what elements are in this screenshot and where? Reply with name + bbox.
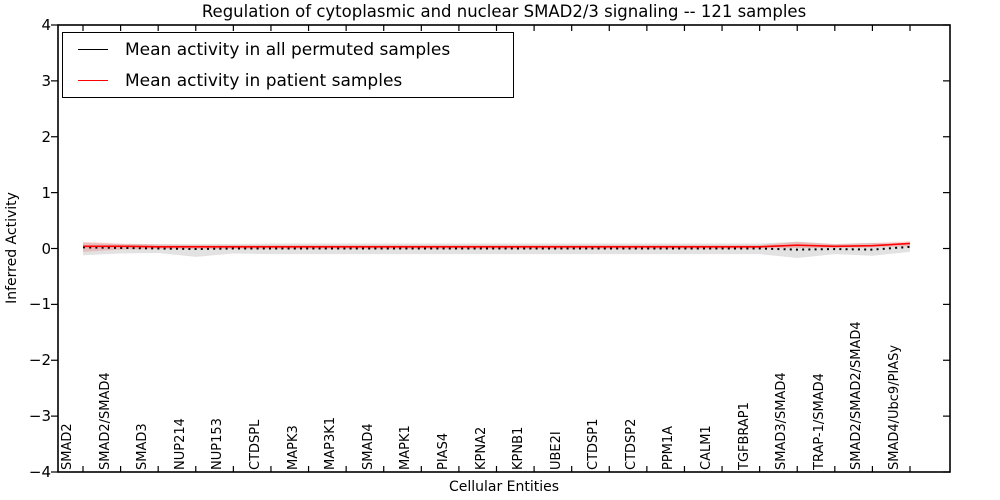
legend-item-patient: Mean activity in patient samples — [63, 65, 513, 96]
x-tick-label: NUP153 — [210, 418, 226, 470]
y-tick-label: −4 — [28, 463, 51, 481]
y-tick-label: 2 — [41, 127, 51, 146]
y-tick-label: 1 — [41, 183, 51, 202]
x-tick-label: SMAD3/SMAD4 — [774, 372, 790, 470]
legend-label: Mean activity in all permuted samples — [125, 39, 451, 60]
y-tick-label: −3 — [28, 407, 51, 426]
y-tick-label: 4 — [41, 16, 51, 34]
x-tick-label: SMAD2 — [60, 423, 75, 470]
x-tick-label: CTDSPL — [247, 419, 263, 470]
x-tick-label: CTDSP1 — [586, 418, 602, 470]
x-tick-label: KPNB1 — [511, 426, 527, 470]
x-tick-label: SMAD2/SMAD4 — [97, 372, 113, 470]
x-tick-label: MAPK1 — [398, 425, 414, 470]
y-tick-label: −1 — [28, 295, 51, 314]
x-tick-label: PIAS4 — [435, 432, 451, 470]
x-tick-label: SMAD4/Ubc9/PIASy — [887, 344, 902, 470]
y-tick-label: −2 — [28, 351, 51, 370]
x-tick-label: PPM1A — [661, 425, 677, 470]
chart-title: Regulation of cytoplasmic and nuclear SM… — [201, 2, 807, 21]
x-tick-label: NUP214 — [172, 418, 188, 470]
patient-mean-line — [83, 242, 911, 248]
x-axis-label: Cellular Entities — [448, 479, 560, 495]
legend-item-permuted: Mean activity in all permuted samples — [63, 34, 513, 65]
x-tick-label: CALM1 — [699, 425, 715, 470]
x-tick-label: SMAD2/SMAD2/SMAD4 — [849, 321, 865, 470]
x-tick-label: UBE2I — [548, 431, 564, 470]
permuted-mean-line — [82, 245, 911, 251]
x-tick-label: SMAD3 — [135, 423, 151, 470]
x-tick-label: CTDSP2 — [623, 418, 639, 470]
x-tick-label: SMAD4 — [360, 423, 376, 470]
y-tick-label: 0 — [41, 239, 51, 258]
legend-label: Mean activity in patient samples — [125, 70, 403, 91]
x-tick-label: TRAP-1/SMAD4 — [811, 373, 827, 470]
legend: Mean activity in all permuted samples Me… — [62, 32, 514, 98]
x-tick-label: KPNA2 — [473, 426, 489, 470]
x-tick-label: MAP3K1 — [323, 416, 339, 470]
legend-line-red-icon — [78, 80, 108, 81]
permuted-activity-range-band — [83, 241, 910, 258]
x-tick-label: TGFBRAP1 — [736, 402, 752, 470]
y-tick-label: 3 — [41, 71, 51, 90]
x-tick-label: MAPK3 — [285, 425, 301, 470]
legend-line-black-icon — [78, 49, 108, 50]
